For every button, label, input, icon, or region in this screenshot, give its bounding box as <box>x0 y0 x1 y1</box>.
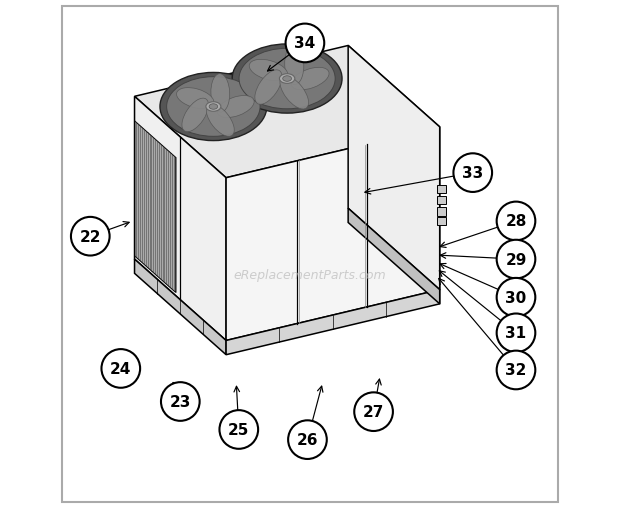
Text: 22: 22 <box>79 229 101 244</box>
Text: 27: 27 <box>363 404 384 419</box>
Bar <box>437 218 446 226</box>
Bar <box>437 196 446 205</box>
Ellipse shape <box>232 45 342 114</box>
Circle shape <box>497 351 535 389</box>
Text: 34: 34 <box>294 36 316 51</box>
Ellipse shape <box>206 105 234 137</box>
Circle shape <box>102 349 140 388</box>
Circle shape <box>497 202 535 241</box>
Polygon shape <box>135 46 440 178</box>
Ellipse shape <box>167 77 260 137</box>
Ellipse shape <box>249 60 288 81</box>
Bar <box>437 208 446 216</box>
Circle shape <box>497 240 535 279</box>
Circle shape <box>286 24 324 63</box>
Ellipse shape <box>177 89 214 109</box>
Ellipse shape <box>280 76 309 110</box>
Ellipse shape <box>285 46 304 86</box>
Polygon shape <box>348 46 440 290</box>
Circle shape <box>161 382 200 421</box>
Text: 28: 28 <box>505 214 526 229</box>
Circle shape <box>497 314 535 352</box>
Text: 23: 23 <box>170 394 191 409</box>
Circle shape <box>219 410 258 449</box>
Text: eReplacementParts.com: eReplacementParts.com <box>234 268 386 281</box>
Text: 32: 32 <box>505 363 526 378</box>
Ellipse shape <box>255 71 282 105</box>
Text: 31: 31 <box>505 326 526 341</box>
Circle shape <box>288 420 327 459</box>
Bar <box>437 185 446 193</box>
Text: 30: 30 <box>505 290 526 305</box>
Circle shape <box>497 278 535 317</box>
Polygon shape <box>135 97 226 341</box>
Polygon shape <box>135 122 175 293</box>
Ellipse shape <box>182 99 208 132</box>
Ellipse shape <box>206 102 221 112</box>
Circle shape <box>354 392 393 431</box>
Ellipse shape <box>280 74 294 84</box>
Ellipse shape <box>291 68 329 91</box>
Ellipse shape <box>218 96 254 118</box>
Polygon shape <box>226 290 440 355</box>
Ellipse shape <box>209 104 218 110</box>
Text: 29: 29 <box>505 252 526 267</box>
Ellipse shape <box>283 77 291 82</box>
Circle shape <box>71 217 110 256</box>
Polygon shape <box>135 260 226 355</box>
Ellipse shape <box>239 49 335 109</box>
Polygon shape <box>348 209 440 304</box>
Text: 24: 24 <box>110 361 131 376</box>
Text: 33: 33 <box>462 166 484 181</box>
Ellipse shape <box>211 74 229 113</box>
Ellipse shape <box>160 73 267 142</box>
Polygon shape <box>226 128 440 341</box>
Text: 26: 26 <box>297 432 318 447</box>
Circle shape <box>453 154 492 192</box>
Text: 25: 25 <box>228 422 249 437</box>
